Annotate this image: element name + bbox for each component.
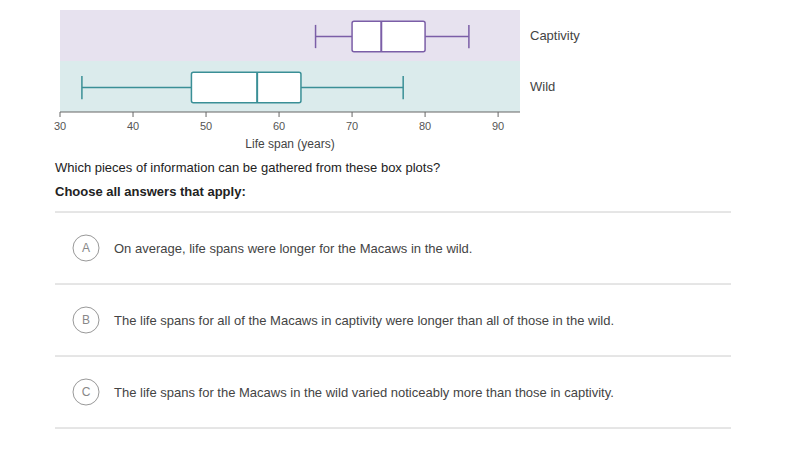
tick-mark (60, 112, 61, 117)
divider (55, 428, 731, 429)
divider (55, 284, 731, 285)
median (380, 21, 382, 52)
whisker-low (82, 87, 192, 89)
tick-label: 70 (346, 120, 358, 132)
option-circle (73, 235, 99, 261)
whisker-high (301, 87, 403, 89)
tick-label: 30 (54, 120, 66, 132)
tick-mark (133, 112, 134, 117)
option-letter: C (82, 385, 91, 399)
plot-area (60, 10, 520, 112)
instruction: Choose all answers that apply: (55, 184, 246, 199)
divider (55, 212, 731, 213)
chart-page: Captivity Wild 30 40 50 60 70 80 90 Life span (ye… (0, 0, 786, 455)
series-band (60, 61, 520, 112)
series-band (60, 10, 520, 61)
option-circle (73, 379, 99, 405)
box-plot (82, 72, 403, 103)
tick-label: 80 (419, 120, 431, 132)
x-axis-label: Life span (years) (245, 137, 334, 151)
tick-mark (279, 112, 280, 117)
whisker-low (316, 36, 353, 38)
whisker-cap-high (468, 25, 470, 48)
option-text: On average, life spans were longer for t… (114, 241, 472, 256)
whisker-high (425, 36, 469, 38)
option-text: The life spans for the Macaws in the wil… (114, 385, 614, 400)
box (352, 21, 425, 52)
page: {"chart_data": {"type": "box", "orientat… (0, 0, 786, 455)
tick-label: 60 (273, 120, 285, 132)
option-letter: A (82, 241, 90, 255)
tick-label: 40 (127, 120, 139, 132)
x-axis: 30 40 50 60 70 80 90 (54, 112, 520, 132)
tick-mark (352, 112, 353, 117)
option-text: The life spans for all of the Macaws in … (114, 313, 614, 328)
tick-label: 90 (492, 120, 504, 132)
whisker-cap-low (315, 25, 317, 48)
box-plot (316, 21, 469, 52)
box (191, 72, 301, 103)
divider (55, 356, 731, 357)
whisker-cap-high (402, 76, 404, 99)
tick-mark (425, 112, 426, 117)
median (256, 72, 258, 103)
series-label: Captivity (530, 28, 580, 43)
tick-mark (206, 112, 207, 117)
option-letter: B (82, 313, 90, 327)
axis-line (60, 112, 520, 113)
option-circle (73, 307, 99, 333)
tick-mark (498, 112, 499, 117)
whisker-cap-low (81, 76, 83, 99)
question: Which pieces of information can be gathe… (55, 160, 440, 175)
series-label: Wild (530, 79, 555, 94)
tick-label: 50 (200, 120, 212, 132)
